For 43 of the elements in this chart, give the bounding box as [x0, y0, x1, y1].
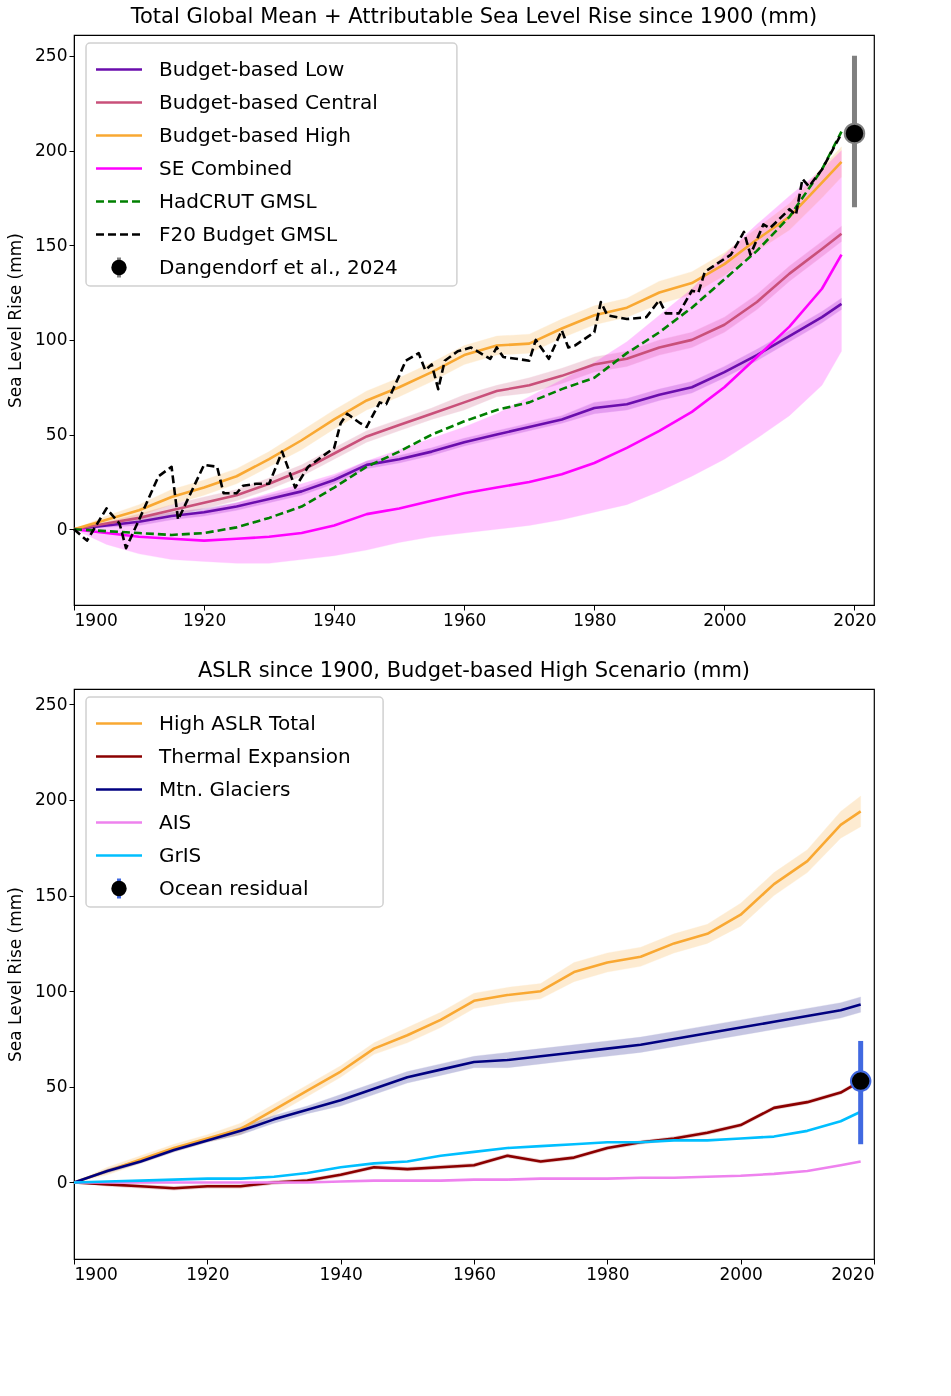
y-tick-label: 150 — [35, 234, 68, 255]
x-tick-label: 1900 — [74, 609, 118, 630]
legend-label: GrIS — [159, 842, 202, 867]
y-axis-title: Sea Level Rise (mm) — [5, 233, 26, 408]
y-axis-title: Sea Level Rise (mm) — [5, 887, 26, 1062]
legend-label: Budget-based Central — [159, 89, 378, 114]
x-tick-label: 1940 — [313, 609, 357, 630]
legend-label: Budget-based High — [159, 122, 351, 147]
chart-title: Total Global Mean + Attributable Sea Level Rise since 1900 (mm) — [129, 4, 818, 28]
x-tick-label: 2020 — [831, 1263, 875, 1284]
legend-label: Thermal Expansion — [158, 743, 351, 768]
x-tick-label: 2000 — [703, 609, 747, 630]
x-tick-label: 1980 — [586, 1263, 630, 1284]
x-tick-label: 1920 — [182, 609, 227, 630]
x-tick-label: 2020 — [833, 609, 877, 630]
x-tick-label: 1920 — [186, 1263, 230, 1284]
x-tick-label: 1960 — [452, 1263, 497, 1284]
y-tick-label: 100 — [35, 980, 68, 1001]
y-tick-label: 0 — [56, 1171, 68, 1192]
legend-label: AIS — [159, 809, 192, 834]
legend-label: HadCRUT GMSL — [159, 188, 318, 213]
legend-label: Mtn. Glaciers — [159, 776, 291, 801]
legend-label: SE Combined — [159, 155, 293, 180]
x-tick-label: 1900 — [74, 1263, 118, 1284]
y-tick-label: 150 — [35, 885, 68, 906]
legend-label: Budget-based Low — [159, 56, 345, 81]
chart-title: ASLR since 1900, Budget-based High Scenario (mm) — [197, 658, 751, 682]
y-tick-label: 200 — [35, 140, 68, 161]
y-tick-label: 100 — [35, 329, 68, 350]
legend-label: High ASLR Total — [159, 710, 316, 735]
y-tick-label: 200 — [35, 789, 68, 810]
y-tick-label: 0 — [56, 518, 68, 539]
legend-label: Dangendorf et al., 2024 — [159, 254, 398, 279]
y-tick-label: 50 — [45, 424, 68, 445]
legend-label: Ocean residual — [159, 875, 309, 900]
y-tick-label: 50 — [45, 1076, 68, 1097]
y-tick-label: 250 — [35, 45, 68, 66]
x-tick-label: 2000 — [719, 1263, 763, 1284]
y-tick-label: 250 — [35, 693, 68, 714]
x-tick-label: 1960 — [443, 609, 487, 630]
legend-label: F20 Budget GMSL — [159, 221, 339, 246]
x-tick-label: 1940 — [319, 1263, 363, 1284]
x-tick-label: 1980 — [573, 609, 617, 630]
